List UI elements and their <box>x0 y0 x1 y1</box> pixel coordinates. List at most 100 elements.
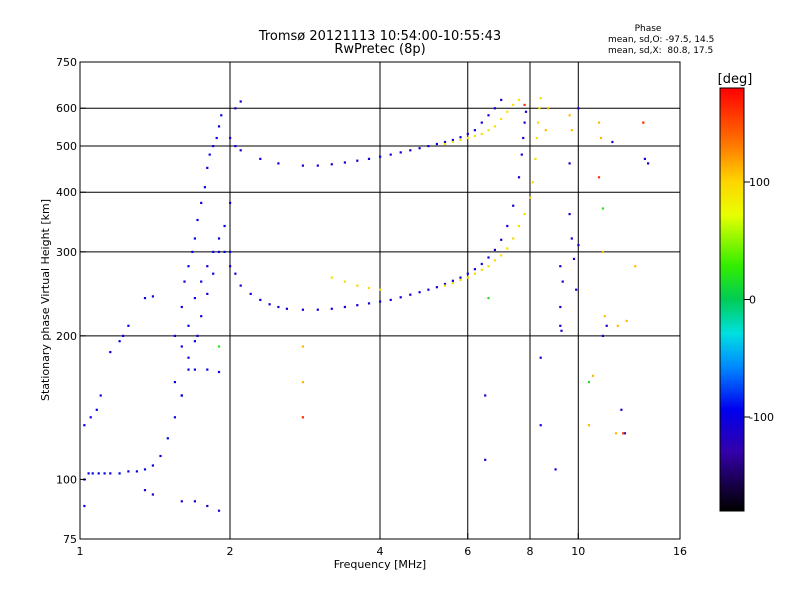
data-point-echo_2f_o <box>356 159 359 162</box>
data-point-spread_f_cloud <box>193 237 196 240</box>
grid <box>80 62 680 539</box>
data-point-echo_2f_o <box>316 164 319 167</box>
data-point-spread_f_cloud <box>217 370 221 374</box>
chart-subtitle: RwPretec (8p) <box>334 42 425 57</box>
data-point-low_o_trace <box>89 416 92 419</box>
data-point-low_o_trace <box>159 454 162 458</box>
data-point-low_o_trace <box>143 297 147 300</box>
y-tick-label: 400 <box>56 186 77 199</box>
data-point-scattered_warm <box>568 114 571 117</box>
data-point-f_x_trace <box>487 265 490 268</box>
y-axis-label: Stationary phase Virtual Height [km] <box>39 199 52 401</box>
x-tick-label: 8 <box>527 545 534 558</box>
data-point-spread_f_cloud <box>217 237 221 240</box>
data-point-scattered_warm <box>547 107 550 110</box>
data-point-scattered_high_freq <box>484 458 487 461</box>
data-point-scattered_warm <box>625 319 628 322</box>
data-point-scattered_red <box>622 432 625 435</box>
data-point-f_o_trace <box>435 286 438 289</box>
data-point-scattered_high_freq <box>620 408 623 411</box>
data-point-f_x_trace <box>535 136 538 140</box>
data-point-f_o_trace <box>466 272 469 275</box>
data-point-f_o_trace <box>523 121 526 124</box>
data-point-spread_f_cloud <box>187 356 190 359</box>
y-tick-label: 750 <box>56 56 77 69</box>
data-point-spread_f_cloud <box>200 280 203 283</box>
data-point-scattered_high_freq <box>217 509 221 512</box>
data-point-scattered_warm <box>570 129 573 132</box>
data-point-scattered_warm <box>544 129 547 132</box>
data-point-echo_2f_x <box>459 138 462 142</box>
data-point-low_o_trace <box>200 315 203 318</box>
data-point-f_x_trace <box>539 97 542 100</box>
chart-title: Tromsø 20121113 10:54:00-10:55:43 <box>258 29 501 44</box>
data-point-low_o_trace <box>83 424 86 427</box>
stats-title: Phase <box>635 24 662 34</box>
colorbar-tick-label: 0 <box>749 294 756 307</box>
data-point-echo_2f_x <box>480 132 483 136</box>
data-point-scattered_high_freq <box>572 257 576 260</box>
y-tick-label: 600 <box>56 102 77 115</box>
data-point-scattered_high_freq <box>568 213 571 216</box>
data-point-f_o_trace <box>229 250 232 253</box>
data-point-echo_2f_o <box>493 107 496 110</box>
data-point-f_o_trace <box>459 276 462 279</box>
data-point-echo_2f_x <box>512 103 515 106</box>
data-point-echo_2f_o <box>500 98 503 101</box>
data-point-low_o_trace <box>99 394 102 397</box>
data-point-spread_f_cloud <box>220 114 223 117</box>
data-point-scattered_high_freq <box>180 500 183 503</box>
data-point-echo_2f_o <box>239 100 242 103</box>
data-point-scattered_high_freq <box>143 489 147 492</box>
data-point-spread_f_cloud <box>206 166 209 169</box>
y-tick-label: 75 <box>63 533 77 546</box>
y-tick-label: 500 <box>56 140 77 153</box>
x-tick-label: 16 <box>673 545 687 558</box>
data-point-low_o_trace <box>217 250 221 253</box>
data-point-f_o_trace <box>409 293 412 296</box>
data-point-scattered_high_freq <box>568 162 571 165</box>
data-point-spread_f_cloud <box>215 136 218 140</box>
data-point-low_o_trace <box>91 472 94 475</box>
data-point-scattered_warm <box>597 121 601 124</box>
data-point-f_x_trace <box>500 254 503 257</box>
data-point-f_o_trace <box>259 298 262 301</box>
data-point-f_x_trace <box>343 280 346 283</box>
data-point-f_o_trace <box>524 110 528 113</box>
data-point-low_o_trace <box>109 472 112 475</box>
data-point-spread_f_cloud <box>212 145 215 148</box>
data-point-scattered_warm <box>591 374 595 377</box>
data-point-f_o_trace <box>356 304 359 307</box>
data-point-echo_2f_o <box>399 151 402 154</box>
stats-line-x: mean, sd,X: 80.8, 17.5 <box>608 46 713 56</box>
data-point-echo_2f_x <box>473 134 476 138</box>
data-point-echo_2f_o <box>427 145 430 148</box>
y-tick-label: 100 <box>56 473 77 486</box>
data-point-scattered_high_freq <box>623 432 626 435</box>
data-point-f_o_trace <box>234 272 237 275</box>
data-point-low_o_trace <box>223 224 226 228</box>
data-point-scattered_warm <box>603 315 606 318</box>
data-point-f_x_trace <box>506 247 509 250</box>
data-point-echo_2f_o <box>487 114 490 117</box>
data-point-echo_2f_o <box>234 145 237 148</box>
data-point-scattered_high_freq <box>561 280 564 283</box>
data-point-f_o_trace <box>520 153 523 156</box>
data-point-f_o_trace <box>239 284 242 287</box>
data-point-echo_2f_o <box>480 121 483 124</box>
data-point-echo_2f_o <box>259 157 262 160</box>
data-point-scattered_warm <box>614 432 618 435</box>
data-point-f_o_trace <box>301 308 304 311</box>
data-point-scattered_high_freq <box>539 424 542 427</box>
data-point-f_o_trace <box>343 305 346 309</box>
data-point-f_x_trace <box>459 278 462 282</box>
data-point-echo_2f_x <box>487 129 490 132</box>
data-point-f_o_trace <box>473 268 476 271</box>
x-tick-label: 1 <box>77 545 84 558</box>
data-point-f_x_trace <box>480 268 483 271</box>
data-point-f_x_trace <box>534 157 537 160</box>
data-point-f_x_trace <box>529 196 532 199</box>
y-tick-label: 300 <box>56 246 77 259</box>
data-point-spread_f_cloud <box>180 394 183 397</box>
data-point-scattered_green <box>487 297 490 300</box>
